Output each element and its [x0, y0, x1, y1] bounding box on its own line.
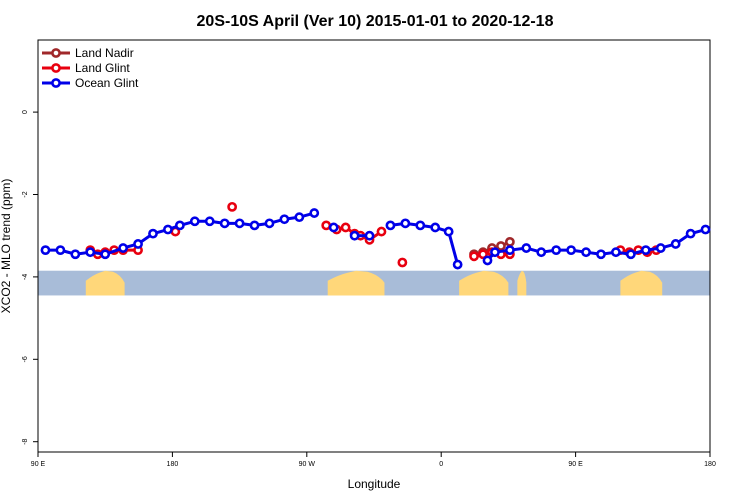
data-point [400, 218, 411, 229]
data-point [85, 247, 96, 258]
map-strip-land [327, 270, 385, 296]
legend-label: Land Glint [75, 61, 130, 75]
data-point [385, 220, 396, 231]
data-point [478, 249, 488, 260]
data-point [148, 228, 158, 239]
data-point [376, 226, 387, 237]
legend-marker [51, 63, 61, 73]
data-point [670, 239, 681, 249]
data-point [596, 249, 606, 260]
map-strip-land [517, 270, 527, 296]
data-point [219, 218, 230, 229]
x-tick-label: 90 W [299, 461, 316, 468]
data-point [700, 224, 711, 235]
data-point [294, 212, 305, 223]
data-point [482, 255, 493, 266]
data-point [430, 222, 441, 233]
x-tick-label: 90 E [31, 461, 46, 468]
series-ocean-glint [40, 208, 711, 270]
data-point [504, 236, 515, 247]
data-point [640, 245, 651, 256]
y-tick-label: 0 [22, 110, 29, 114]
data-point [321, 220, 332, 231]
data-point [490, 247, 500, 258]
data-point [100, 249, 111, 260]
data-point [70, 249, 81, 260]
y-tick-label: -8 [22, 438, 29, 444]
axes: 90 E 180 90 W 0 90 E 180 0 -2 -4 -6 -8 [22, 110, 716, 468]
y-tick-label: -6 [22, 356, 29, 362]
series-line [45, 211, 315, 256]
data-point [118, 243, 129, 253]
data-point [452, 259, 463, 270]
data-point [174, 220, 185, 231]
data-point [189, 216, 200, 227]
series-layer [40, 201, 711, 270]
x-axis-label: Longitude [348, 477, 401, 491]
data-point [504, 245, 515, 256]
data-point [521, 243, 532, 253]
data-point [655, 243, 666, 253]
data-point [469, 251, 479, 262]
plot-frame [37, 39, 711, 453]
x-tick-label: 90 E [568, 461, 583, 468]
data-point [204, 216, 215, 227]
data-point [364, 230, 375, 241]
data-point [227, 201, 238, 212]
data-point [551, 245, 562, 256]
data-point [133, 239, 143, 249]
chart-title: 20S-10S April (Ver 10) 2015-01-01 to 202… [197, 13, 554, 30]
data-point [340, 222, 351, 233]
data-point [249, 220, 260, 231]
data-point [415, 220, 426, 231]
data-point [234, 218, 245, 229]
data-point [55, 245, 66, 256]
data-point [536, 247, 547, 258]
map-strip-land [620, 270, 663, 296]
map-strip [38, 270, 710, 296]
legend-marker [51, 78, 61, 88]
legend-marker [51, 48, 61, 58]
map-strip-land [459, 270, 509, 296]
data-point [397, 257, 408, 268]
data-point [309, 208, 320, 218]
data-point [611, 247, 621, 258]
y-tick-label: -4 [22, 274, 29, 280]
data-point [163, 224, 173, 235]
data-point [443, 226, 454, 237]
y-axis-label: XCO2 - MLO trend (ppm) [0, 179, 13, 314]
legend-label: Land Nadir [75, 46, 134, 60]
series-line [486, 228, 706, 262]
data-point [625, 249, 636, 260]
x-tick-label: 0 [439, 461, 443, 468]
map-strip-land [85, 270, 125, 296]
data-point [349, 230, 360, 241]
data-point [328, 222, 339, 233]
data-point [581, 247, 591, 258]
legend-label: Ocean Glint [75, 76, 139, 90]
y-tick-label: -2 [22, 191, 29, 197]
data-point [496, 241, 506, 251]
data-point [279, 214, 290, 225]
x-tick-label: 180 [704, 461, 716, 468]
data-point [40, 245, 51, 256]
x-tick-label: 180 [167, 461, 179, 468]
data-point [566, 245, 577, 256]
data-point [264, 218, 275, 229]
data-point [685, 228, 696, 239]
